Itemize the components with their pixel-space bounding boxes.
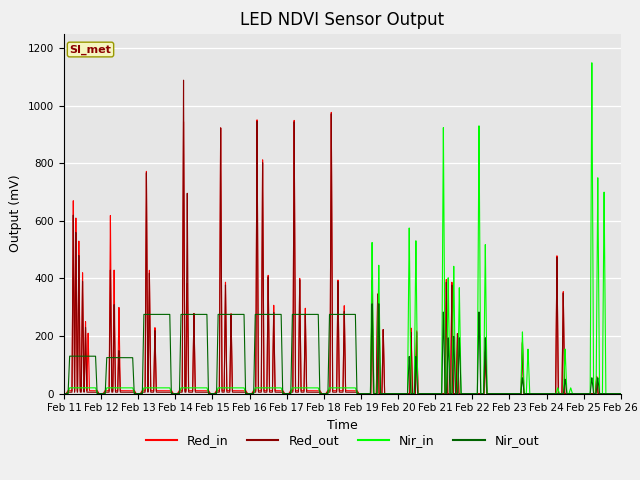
Nir_out (617, 391, 625, 396)
Nir_in (559, 391, 567, 396)
Red_out (180, 77, 188, 83)
Red_out (60, 391, 68, 396)
Line: Nir_out: Nir_out (64, 304, 621, 394)
Nir_in (588, 60, 596, 66)
Nir_in (617, 391, 625, 396)
Red_out (609, 391, 617, 396)
Red_out (616, 391, 623, 396)
Title: LED NDVI Sensor Output: LED NDVI Sensor Output (241, 11, 444, 29)
Legend: Red_in, Red_out, Nir_in, Nir_out: Red_in, Red_out, Nir_in, Nir_out (141, 429, 544, 452)
Nir_in (310, 385, 318, 391)
Red_out (617, 391, 625, 396)
Red_out (544, 391, 552, 396)
Nir_in (544, 391, 552, 396)
Nir_in (616, 391, 623, 396)
X-axis label: Time: Time (327, 419, 358, 432)
Nir_in (415, 391, 423, 396)
Red_in (616, 391, 623, 396)
Nir_out (60, 391, 68, 396)
Red_in (559, 294, 567, 300)
Red_in (415, 391, 423, 396)
Red_in (617, 391, 625, 396)
Red_out (415, 391, 423, 396)
Line: Nir_in: Nir_in (64, 63, 621, 394)
Red_in (328, 109, 335, 115)
Nir_out (375, 301, 383, 307)
Red_in (310, 388, 318, 394)
Nir_out (616, 391, 623, 396)
Y-axis label: Output (mV): Output (mV) (10, 175, 22, 252)
Nir_out (559, 391, 567, 396)
Red_out (310, 389, 318, 395)
Nir_out (544, 391, 552, 396)
Line: Red_in: Red_in (64, 112, 621, 394)
Nir_in (609, 391, 617, 396)
Red_in (609, 391, 617, 396)
Red_in (544, 391, 552, 396)
Nir_out (415, 391, 423, 396)
Nir_out (609, 391, 617, 396)
Line: Red_out: Red_out (64, 80, 621, 394)
Red_in (60, 391, 68, 396)
Nir_in (60, 391, 68, 396)
Nir_out (310, 312, 318, 317)
Text: SI_met: SI_met (70, 44, 111, 55)
Red_out (559, 295, 567, 301)
